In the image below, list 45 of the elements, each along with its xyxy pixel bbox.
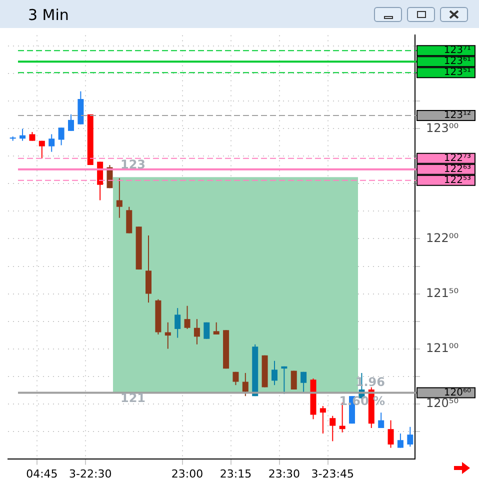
y-tick-label: 120⁵⁰ — [426, 396, 459, 410]
candlestick — [97, 161, 104, 201]
ref-line-label: 122⁶³ — [444, 164, 471, 176]
candlestick — [320, 405, 326, 434]
candlestick — [388, 420, 394, 448]
x-tick-label: 3-22:30 — [69, 467, 112, 480]
candlestick — [204, 322, 210, 340]
candlestick — [194, 318, 200, 345]
candlestick — [330, 415, 336, 442]
y-tick-label: 121⁰⁰ — [426, 340, 459, 355]
candlestick — [68, 114, 74, 132]
annotation: 121 — [120, 390, 146, 405]
candlestick — [242, 372, 248, 397]
candlestick — [290, 370, 297, 390]
candlestick — [116, 178, 122, 218]
candlestick — [407, 426, 414, 448]
y-tick-label: 123⁰⁰ — [426, 120, 459, 135]
x-tick-label: 04:45 — [26, 467, 58, 480]
candlestick — [271, 360, 278, 386]
candlestick — [397, 432, 404, 448]
x-tick-label: 23:30 — [268, 467, 300, 480]
chart-title: 3 Min — [28, 6, 69, 24]
candlestick — [281, 366, 288, 394]
candlestick — [378, 412, 384, 428]
y-tick-label: 121⁵⁰ — [426, 286, 459, 300]
candlestick — [146, 234, 152, 304]
candlestick — [126, 206, 132, 234]
candlestick — [38, 140, 45, 159]
x-tick-label: 3-23:45 — [311, 467, 354, 480]
candlestick — [184, 305, 190, 330]
x-tick-label: 23:15 — [220, 467, 252, 480]
candlestick — [213, 322, 220, 335]
ref-line-label: 120⁶⁰ — [444, 387, 471, 398]
candlestick — [58, 127, 64, 146]
candlestick — [164, 322, 171, 350]
ref-line-label: 122⁵³ — [444, 175, 471, 186]
candlestick — [232, 371, 239, 386]
ref-line-label: 122⁷³ — [444, 153, 471, 164]
y-tick-label: 122⁰⁰ — [426, 230, 459, 245]
candlestick — [300, 371, 307, 394]
candlestick — [48, 134, 55, 152]
candlestick — [20, 128, 26, 142]
x-tick-label: 23:00 — [171, 467, 204, 480]
annotation: 123 — [120, 157, 146, 172]
candlestick — [174, 308, 181, 338]
